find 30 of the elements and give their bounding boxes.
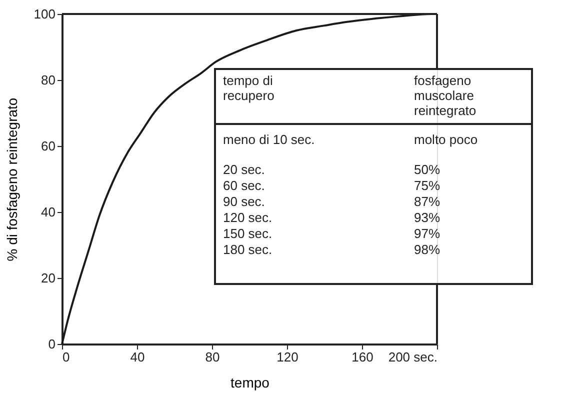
annotation: 20 sec. bbox=[223, 162, 265, 177]
y-axis-title: % di fosfageno reintegrato bbox=[4, 98, 20, 262]
annotation: 93% bbox=[414, 210, 440, 225]
y-tick-label: 60 bbox=[41, 138, 56, 154]
annotation: 75% bbox=[414, 178, 440, 193]
x-axis-title: tempo bbox=[230, 374, 270, 390]
annotation: 97% bbox=[414, 226, 440, 241]
annotation: 60 sec. bbox=[223, 178, 265, 193]
annotation: 120 sec. bbox=[223, 210, 272, 225]
x-tick-label: 40 bbox=[130, 350, 145, 364]
annotation: 180 sec. bbox=[223, 242, 272, 257]
x-tick-label: 200 sec. bbox=[388, 350, 438, 364]
annotation: 87% bbox=[414, 194, 440, 209]
y-tick-label: 0 bbox=[48, 336, 56, 352]
y-tick-label: 40 bbox=[41, 204, 56, 220]
annotation: meno di 10 sec. bbox=[223, 132, 315, 147]
x-tick-label: 0 bbox=[62, 350, 70, 364]
annotation: tempo di recupero bbox=[223, 73, 274, 103]
annotation: molto poco bbox=[414, 132, 478, 147]
x-tick-label: 120 bbox=[276, 350, 298, 364]
annotation: 98% bbox=[414, 242, 440, 257]
annotation: 90 sec. bbox=[223, 194, 265, 209]
x-tick-label: 160 bbox=[352, 350, 374, 364]
y-tick-label: 80 bbox=[41, 72, 56, 88]
annotation: fosfageno muscolare reintegrato bbox=[414, 73, 476, 118]
x-tick-label: 80 bbox=[205, 350, 220, 364]
y-tick-label: 100 bbox=[34, 6, 56, 22]
y-tick-label: 20 bbox=[41, 270, 56, 286]
annotation: 50% bbox=[414, 162, 440, 177]
annotation: 150 sec. bbox=[223, 226, 272, 241]
